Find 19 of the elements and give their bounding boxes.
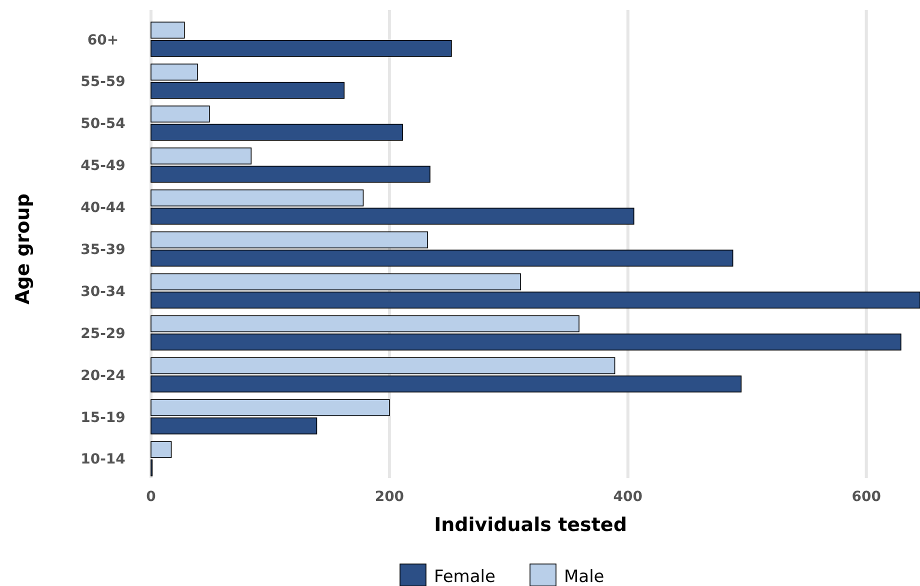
y-tick-label: 20-24 [80,368,126,384]
legend-label: Male [564,567,604,586]
legend-label: Female [434,567,496,586]
y-tick-label: 35-39 [80,242,126,258]
y-tick-label: 40-44 [80,200,126,216]
x-axis-title: Individuals tested [434,514,627,536]
x-tick-label: 400 [613,489,643,505]
x-tick-label: 0 [146,489,156,505]
y-tick-label: 55-59 [80,74,126,90]
y-tick-label: 10-14 [80,452,126,468]
y-tick-label: 50-54 [80,116,126,132]
x-tick-label: 600 [852,489,882,505]
y-tick-label: 25-29 [80,326,126,342]
y-tick-label: 30-34 [80,284,126,300]
x-tick-label: 200 [374,489,404,505]
y-axis-title: Age group [12,194,34,304]
y-tick-label: 60+ [87,32,119,48]
y-tick-label: 45-49 [80,158,126,174]
y-tick-label: 15-19 [80,410,126,426]
